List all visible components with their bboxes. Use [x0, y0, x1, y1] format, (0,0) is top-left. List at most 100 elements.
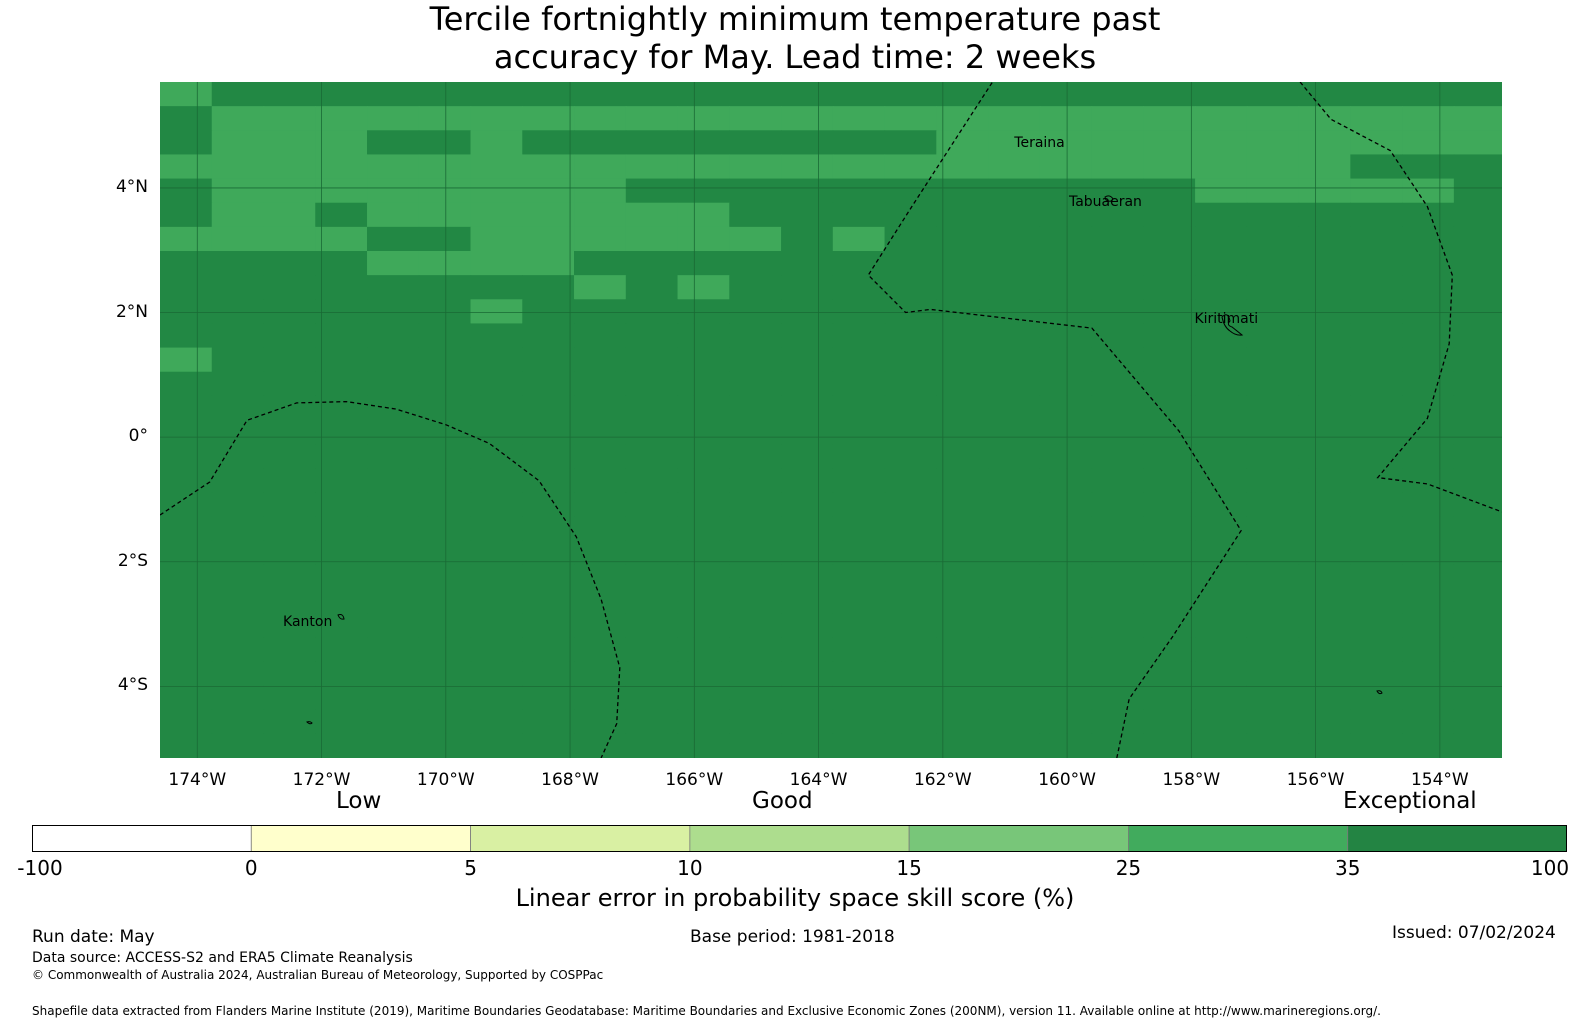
skill-cell	[677, 82, 730, 107]
skill-cell	[160, 130, 213, 156]
skill-cell	[418, 661, 472, 687]
skill-cell	[418, 468, 472, 494]
skill-cell	[625, 130, 679, 156]
skill-cell	[1350, 178, 1403, 204]
skill-cell	[315, 468, 368, 494]
skill-cell	[211, 82, 265, 107]
skill-cell	[1246, 685, 1300, 711]
skill-cell	[677, 637, 730, 663]
skill-cell	[1195, 564, 1248, 590]
skill-cell	[1350, 685, 1403, 711]
skill-cell	[1350, 251, 1403, 276]
colorbar	[32, 825, 1567, 852]
kiritimati-outline	[1221, 314, 1244, 336]
skill-cell	[522, 444, 575, 469]
skill-cell	[729, 540, 782, 566]
skill-cell	[677, 178, 730, 204]
skill-cell	[677, 540, 730, 566]
skill-cell	[367, 371, 420, 397]
skill-cell	[988, 661, 1041, 687]
skill-cell	[315, 106, 368, 131]
skill-cell	[1453, 468, 1502, 494]
skill-cell	[263, 637, 316, 663]
skill-cell	[367, 444, 420, 469]
skill-cell	[1246, 226, 1300, 252]
skill-cell	[936, 275, 989, 300]
skill-cell	[1195, 323, 1248, 349]
skill-cell	[470, 709, 523, 735]
skill-cell	[470, 613, 523, 638]
skill-cell	[418, 299, 472, 325]
colorbar-tick-label: 35	[1334, 856, 1361, 880]
place-label-teraina: Teraina	[1014, 135, 1065, 152]
skill-cell	[1195, 492, 1248, 518]
skill-cell	[1453, 395, 1502, 421]
skill-cell	[1453, 444, 1502, 469]
skill-cell	[522, 589, 575, 614]
skill-map	[160, 82, 1502, 758]
skill-cell	[1195, 82, 1248, 107]
skill-cell	[832, 637, 886, 663]
skill-cell	[1039, 444, 1093, 469]
skill-cell	[574, 661, 627, 687]
skill-cell	[1143, 589, 1196, 614]
skill-cell	[729, 661, 782, 687]
colorbar-label: Linear error in probability space skill …	[515, 884, 1075, 912]
skill-cell	[1195, 371, 1248, 397]
skill-cell	[677, 468, 730, 494]
skill-cell	[1143, 130, 1196, 156]
skill-cell	[884, 106, 937, 131]
skill-cell	[884, 613, 937, 638]
skill-cell	[1298, 154, 1351, 180]
skill-cell	[418, 492, 472, 518]
skill-cell	[1091, 251, 1144, 276]
skill-cell	[988, 178, 1041, 204]
skill-cell	[263, 661, 316, 687]
skill-cell	[884, 540, 937, 566]
skill-cell	[211, 685, 265, 711]
skill-cell	[677, 323, 730, 349]
skill-cell	[1246, 178, 1300, 204]
skill-cell	[1246, 733, 1300, 758]
skill-cell	[781, 299, 834, 325]
skill-cell	[1039, 347, 1093, 373]
skill-cell	[367, 178, 420, 204]
skill-cell	[522, 420, 575, 445]
skill-cell	[781, 178, 834, 204]
skill-cell	[470, 420, 523, 445]
skill-cell	[1195, 637, 1248, 663]
colorbar-tick-label: 100	[1530, 856, 1570, 880]
skill-cell	[522, 106, 575, 131]
colorbar-tick-label: 25	[1115, 856, 1142, 880]
skill-cell	[263, 251, 316, 276]
skill-cell	[781, 275, 834, 300]
skill-cell	[522, 251, 575, 276]
skill-cell	[1143, 709, 1196, 735]
skill-cell	[1246, 395, 1300, 421]
skill-cell	[574, 299, 627, 325]
skill-cell	[263, 444, 316, 469]
skill-cell	[263, 395, 316, 421]
skill-cell	[470, 492, 523, 518]
skill-cell	[1039, 709, 1093, 735]
skill-cell	[522, 347, 575, 373]
skill-cell	[367, 299, 420, 325]
skill-cell	[1298, 516, 1351, 542]
skill-cell	[1453, 154, 1502, 180]
skill-cell	[1143, 395, 1196, 421]
skill-cell	[1246, 492, 1300, 518]
skill-cell	[367, 661, 420, 687]
skill-cell	[1039, 733, 1093, 758]
skill-cell	[315, 347, 368, 373]
skill-cell	[1143, 468, 1196, 494]
skill-cell	[1039, 492, 1093, 518]
skill-cell	[1195, 420, 1248, 445]
skill-cell	[1350, 444, 1403, 469]
skill-cell	[522, 661, 575, 687]
skill-cell	[1298, 468, 1351, 494]
skill-cell	[1453, 540, 1502, 566]
skill-cell	[1453, 492, 1502, 518]
skill-cell	[988, 468, 1041, 494]
skill-cell	[1195, 106, 1248, 131]
skill-cell	[1143, 661, 1196, 687]
